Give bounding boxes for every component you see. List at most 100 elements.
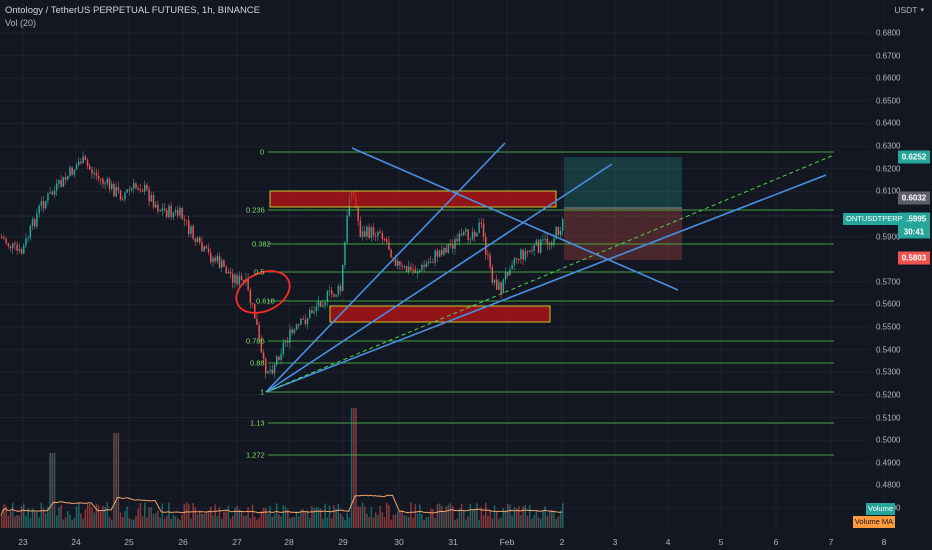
candle-body <box>157 204 159 212</box>
volume-bar <box>317 507 320 528</box>
candle-body <box>256 318 258 325</box>
candle-body <box>317 301 320 307</box>
candle-body <box>168 205 170 217</box>
candle-body <box>542 239 544 241</box>
volume-bar <box>465 519 467 528</box>
volume-bar <box>183 504 186 528</box>
volume-bar <box>491 518 494 528</box>
volume-bar <box>403 515 406 528</box>
volume-bar <box>419 504 421 528</box>
candle-body <box>370 227 373 238</box>
volume-bar <box>355 408 357 528</box>
volume-bar <box>454 519 456 528</box>
target-price-badge: 0.6252 <box>898 150 930 164</box>
volume-bar <box>84 509 87 528</box>
candle-body <box>267 371 269 374</box>
candle-body <box>313 311 315 313</box>
volume-bar <box>203 514 205 528</box>
volume-bar <box>262 507 265 528</box>
volume-bar <box>254 516 256 528</box>
candle-body <box>432 262 434 264</box>
time-tick: Feb <box>499 537 515 547</box>
price-tick: 0.5400 <box>876 345 901 355</box>
candle-body <box>141 190 144 192</box>
candle-body <box>80 161 82 164</box>
volume-bar <box>144 502 146 528</box>
candle-body <box>471 231 474 240</box>
volume-bar <box>469 503 472 528</box>
volume-bar <box>3 504 5 528</box>
volume-bar <box>441 505 443 528</box>
candle-body <box>388 241 390 250</box>
candle-body <box>216 256 219 262</box>
volume-bar <box>443 512 445 528</box>
time-tick: 8 <box>881 537 887 547</box>
candle-body <box>434 250 436 263</box>
price-tick: 0.6300 <box>876 141 901 151</box>
candle-body <box>150 195 153 202</box>
fib-level-label: 0.786 <box>246 336 265 346</box>
volume-bar <box>324 503 326 528</box>
volume-bar <box>311 505 313 528</box>
candle-body <box>430 261 432 263</box>
volume-bar <box>328 505 331 528</box>
volume-bar <box>188 503 190 528</box>
candle-body <box>546 238 549 245</box>
candle-body <box>130 188 133 191</box>
volume-bar <box>225 511 227 528</box>
candle-body <box>115 187 117 197</box>
candle-body <box>102 179 104 184</box>
time-tick: 29 <box>338 537 348 547</box>
candle-body <box>89 165 91 170</box>
candle-body <box>45 200 47 209</box>
volume-bar <box>489 510 491 528</box>
candle-body <box>232 273 234 283</box>
candle-body <box>166 210 168 217</box>
candle-body <box>240 276 243 281</box>
volume-bar <box>559 510 562 528</box>
highlight-circle <box>235 270 291 314</box>
volume-bar <box>553 510 555 528</box>
candle-body <box>498 282 500 290</box>
volume-bar <box>377 514 379 528</box>
volume-bar <box>346 512 348 528</box>
candle-body <box>287 341 289 343</box>
volume-bar <box>56 515 58 528</box>
volume-bar <box>551 509 553 528</box>
indicator-label[interactable]: Vol (20) <box>5 18 37 28</box>
candle-body <box>53 190 56 195</box>
price-tick: 0.6800 <box>876 28 901 38</box>
candlesticks <box>1 151 564 379</box>
volume-bar <box>236 505 238 528</box>
fib-level-label: 0.5 <box>254 267 265 277</box>
volume-badge: Volume <box>866 503 895 515</box>
currency-label[interactable]: USDT ▾ <box>894 5 924 15</box>
candle-body <box>144 184 146 192</box>
volume-bar <box>544 506 546 528</box>
candle-body <box>452 244 454 249</box>
volume-bar <box>135 515 137 528</box>
price-tick: 0.5500 <box>876 322 901 332</box>
candle-body <box>58 180 60 184</box>
candle-body <box>562 218 564 231</box>
candle-body <box>421 264 423 271</box>
volume-bar <box>97 505 100 528</box>
volume-bar <box>71 519 73 528</box>
candle-body <box>205 246 208 249</box>
volume-bar <box>434 517 436 528</box>
volume-bar <box>282 505 285 528</box>
candle-body <box>29 225 32 238</box>
volume-bar <box>392 514 395 528</box>
candle-body <box>399 261 401 266</box>
candle-body <box>47 193 49 201</box>
candle-body <box>423 264 425 267</box>
volume-bar <box>315 507 318 528</box>
volume-bar <box>199 510 201 528</box>
volume-bar <box>93 512 95 528</box>
lock-icon[interactable] <box>913 5 923 15</box>
volume-bar <box>502 507 505 528</box>
volume-bar <box>504 509 507 528</box>
candle-body <box>487 254 489 256</box>
candle-body <box>447 244 450 253</box>
